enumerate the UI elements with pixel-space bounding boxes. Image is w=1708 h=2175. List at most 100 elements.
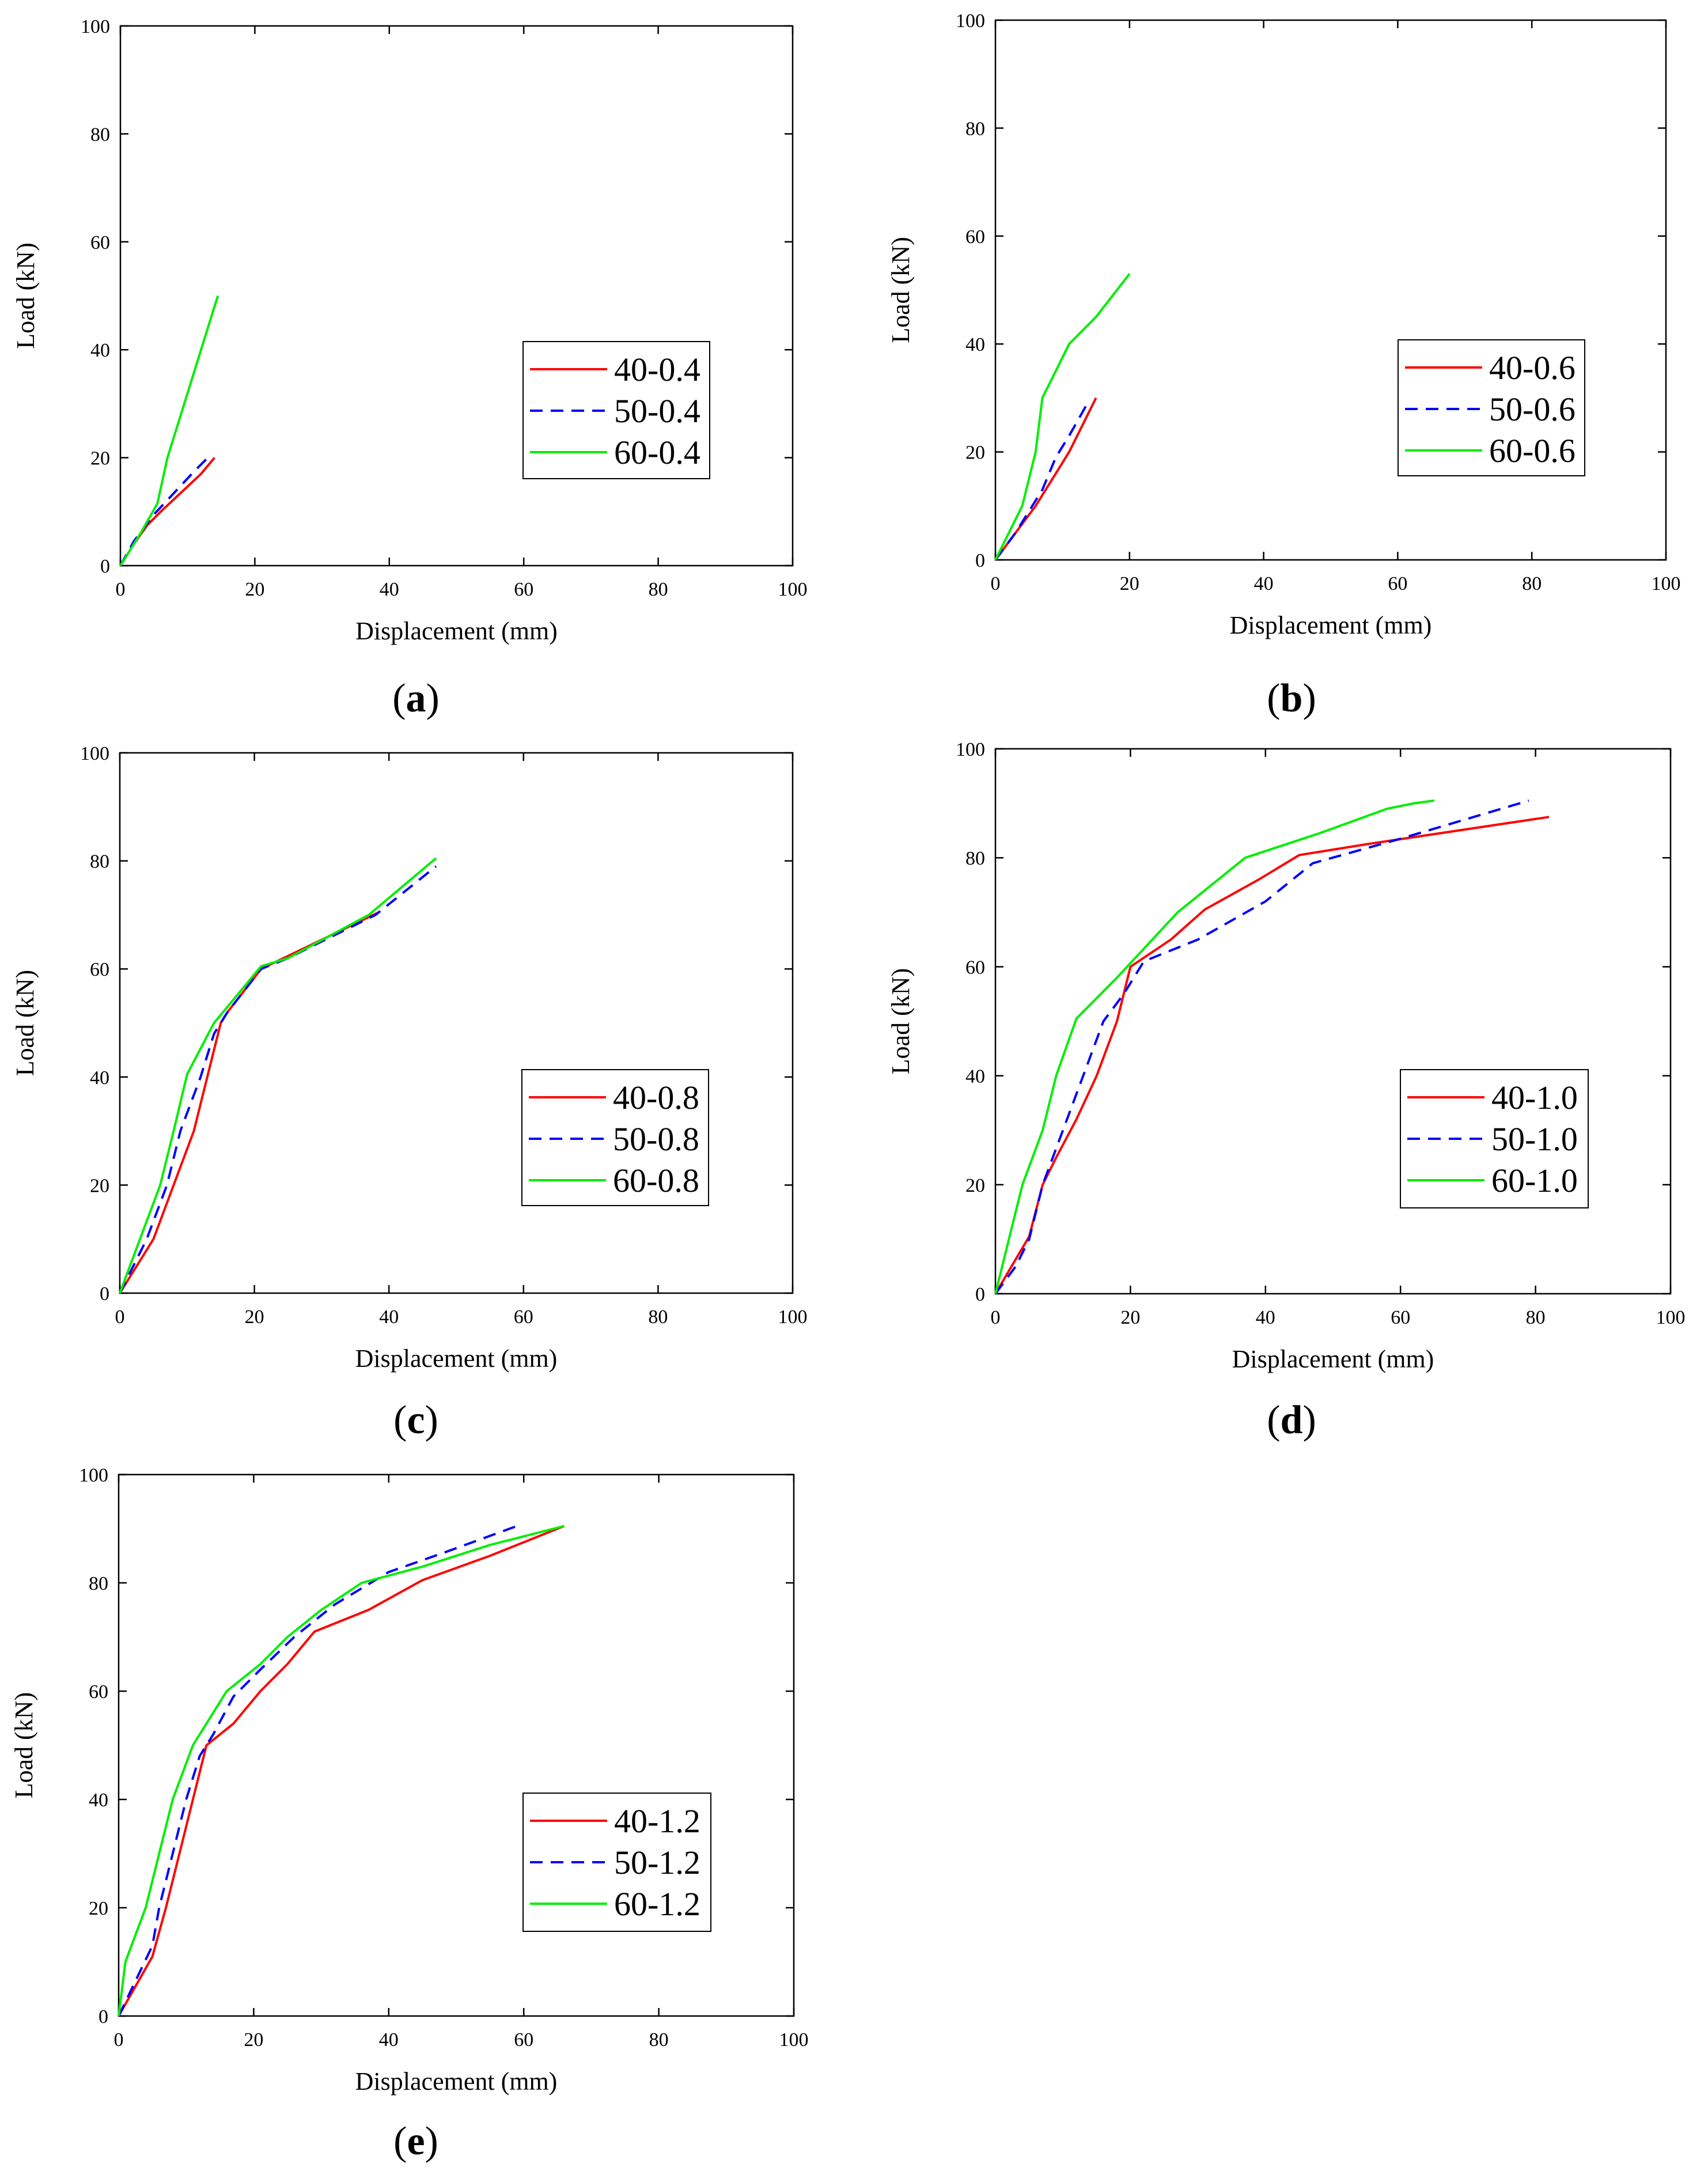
panel-label-close: ) — [1302, 676, 1316, 721]
x-axis-label: Displacement (mm) — [355, 2067, 558, 2096]
y-tick-label: 80 — [965, 848, 985, 869]
y-tick-label: 40 — [965, 334, 985, 355]
plot-area — [994, 19, 1667, 561]
plot-area — [118, 1473, 795, 2017]
panel-label-open: ( — [1267, 1398, 1280, 1442]
series-line-60-0.4 — [119, 295, 219, 567]
plot-area — [119, 25, 794, 567]
legend-label: 40-0.4 — [614, 351, 700, 388]
series-line-50-1.0 — [994, 799, 1529, 1295]
panel-label: (a) — [392, 676, 440, 721]
panel-label-close: ) — [426, 676, 440, 721]
panel-label-letter: e — [407, 2119, 425, 2163]
series-line-60-0.6 — [994, 273, 1131, 560]
panel-label: (c) — [393, 1398, 438, 1442]
y-tick-label: 20 — [965, 442, 985, 464]
legend-label: 40-0.6 — [1489, 349, 1576, 387]
x-tick-label: 40 — [380, 579, 399, 600]
y-tick-label: 100 — [956, 739, 985, 760]
legend-label: 50-0.6 — [1489, 391, 1576, 428]
x-tick-label: 60 — [514, 1306, 533, 1328]
y-tick-label: 20 — [89, 1898, 108, 1919]
panel-label-letter: b — [1281, 676, 1303, 721]
series-line-50-1.2 — [118, 1525, 518, 2017]
y-tick-label: 0 — [975, 1284, 985, 1305]
x-tick-label: 0 — [116, 579, 126, 600]
legend-label: 50-1.2 — [614, 1844, 700, 1881]
y-axis-label: Load (kN) — [11, 970, 39, 1077]
y-tick-label: 40 — [89, 1790, 108, 1811]
x-tick-label: 100 — [778, 1306, 808, 1328]
x-tick-label: 0 — [114, 2029, 124, 2051]
x-tick-label: 0 — [991, 1307, 1001, 1328]
x-tick-label: 60 — [514, 579, 533, 600]
x-tick-label: 60 — [1388, 573, 1407, 594]
y-tick-label: 0 — [100, 556, 110, 577]
x-tick-label: 80 — [649, 2029, 669, 2051]
x-tick-label: 100 — [1652, 573, 1681, 594]
series-line-40-1.2 — [118, 1525, 565, 2017]
y-axis-label: Load (kN) — [10, 1692, 38, 1799]
y-tick-label: 60 — [965, 957, 985, 978]
legend-label: 50-0.8 — [613, 1120, 699, 1158]
panel-label-close: ) — [425, 1398, 438, 1442]
x-tick-label: 100 — [1656, 1307, 1686, 1328]
legend-label: 60-1.2 — [614, 1885, 700, 1923]
legend-label: 40-1.0 — [1491, 1079, 1578, 1116]
x-tick-label: 80 — [1526, 1307, 1546, 1328]
y-tick-label: 60 — [90, 959, 109, 980]
x-tick-label: 100 — [779, 2029, 809, 2051]
legend-label: 40-1.2 — [614, 1802, 700, 1840]
legend-label: 60-0.8 — [613, 1162, 699, 1199]
series-line-50-0.6 — [994, 406, 1087, 561]
panel-label-open: ( — [1267, 676, 1280, 721]
x-tick-label: 40 — [1256, 1307, 1275, 1328]
x-axis-label: Displacement (mm) — [1230, 611, 1432, 639]
y-axis-label: Load (kN) — [887, 237, 915, 343]
y-tick-label: 60 — [90, 232, 110, 253]
x-tick-label: 20 — [245, 579, 264, 600]
x-tick-label: 20 — [244, 2029, 263, 2051]
y-tick-label: 20 — [90, 448, 110, 469]
chart-panel-b: 0 20 40 60 80 100 0 20 40 60 80 100 Displacement (mm… — [887, 10, 1681, 721]
series-line-60-0.8 — [119, 857, 437, 1294]
panel-label-close: ) — [425, 2119, 438, 2163]
x-tick-label: 60 — [1391, 1307, 1410, 1328]
x-tick-label: 0 — [991, 573, 1001, 594]
panel-label-open: ( — [392, 676, 406, 721]
legend-label: 60-0.6 — [1489, 432, 1576, 469]
y-tick-label: 100 — [79, 1465, 108, 1486]
legend-label: 50-0.4 — [614, 392, 700, 430]
chart-panel-a: 0 20 40 60 80 100 0 20 40 60 80 100 Displacement (mm… — [12, 16, 808, 721]
series-line-40-0.6 — [994, 397, 1097, 561]
legend-label: 60-1.0 — [1491, 1162, 1578, 1199]
y-tick-label: 60 — [965, 226, 985, 248]
y-tick-label: 100 — [81, 16, 110, 37]
y-tick-label: 60 — [89, 1681, 108, 1703]
x-tick-label: 80 — [648, 1306, 668, 1328]
x-tick-label: 0 — [115, 1306, 125, 1328]
x-tick-label: 60 — [514, 2029, 533, 2051]
panel-label-open: ( — [393, 2119, 407, 2163]
series-line-60-1.0 — [994, 799, 1435, 1294]
panel-label-letter: d — [1281, 1398, 1303, 1442]
x-tick-label: 20 — [1120, 1307, 1140, 1328]
series-line-50-0.4 — [119, 457, 209, 566]
y-tick-label: 40 — [90, 340, 110, 361]
x-axis-label: Displacement (mm) — [355, 617, 558, 645]
x-tick-label: 20 — [1120, 573, 1139, 594]
plot-area — [994, 748, 1672, 1295]
x-axis-label: Displacement (mm) — [1232, 1345, 1434, 1373]
panel-label-letter: c — [407, 1398, 425, 1442]
x-tick-label: 80 — [1522, 573, 1542, 594]
y-tick-label: 40 — [90, 1067, 109, 1089]
x-tick-label: 40 — [379, 1306, 399, 1328]
panel-label-open: ( — [393, 1398, 407, 1442]
y-tick-label: 100 — [956, 10, 985, 32]
panel-label-close: ) — [1302, 1398, 1316, 1442]
x-tick-label: 20 — [245, 1306, 264, 1328]
panel-label: (b) — [1267, 676, 1316, 721]
y-tick-label: 20 — [965, 1175, 985, 1196]
x-tick-label: 80 — [649, 579, 668, 600]
